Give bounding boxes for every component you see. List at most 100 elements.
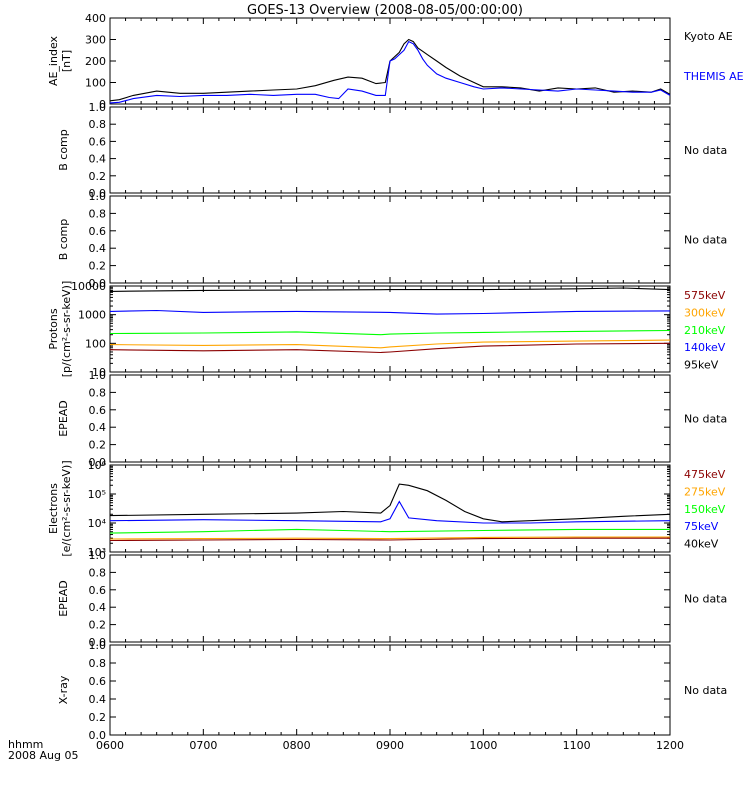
- y-axis-label: B comp: [57, 219, 70, 261]
- x-tick-label: 0900: [376, 739, 404, 752]
- panel-frame: [109, 285, 671, 373]
- legend-entry: 95keV: [684, 359, 719, 372]
- y-tick-label: 0.8: [89, 118, 107, 131]
- legend-entry: 275keV: [684, 485, 726, 498]
- y-tick-label: 0.6: [89, 584, 107, 597]
- y-tick-label: 0.4: [89, 421, 107, 434]
- panel-frame: [109, 374, 671, 463]
- no-data-label: No data: [684, 593, 727, 606]
- y-tick-label: 1.0: [89, 369, 107, 382]
- panel-b1: 0.0 0.2 0.4 0.6 0.8 1.0 B comp No data: [57, 101, 727, 200]
- panel-protons: 10 100 1000 10000 Protons [p/(cm²-s-sr-keV)] 5…: [47, 280, 726, 379]
- panel-epead1: 0.0 0.2 0.4 0.6 0.8 1.0 EPEAD No data: [57, 369, 727, 469]
- legend-entry: THEMIS AE: [683, 70, 744, 83]
- y-tick-label: 10000: [71, 280, 106, 293]
- y-tick-label: 0.0: [89, 187, 107, 200]
- panel-xray: 0.0 0.2 0.4 0.6 0.8 1.0 X-ray No data: [57, 639, 727, 742]
- y-tick-label: 0.2: [89, 711, 107, 724]
- y-tick-label: 0.0: [89, 277, 107, 290]
- figure-title: GOES-13 Overview (2008-08-05/00:00:00): [247, 3, 523, 18]
- y-axis-label: X-ray: [57, 675, 70, 704]
- panel-frame: [109, 106, 671, 194]
- panel-epead2: 0.0 0.2 0.4 0.6 0.8 1.0 EPEAD No data: [57, 549, 727, 649]
- y-tick-label: 300: [85, 34, 106, 47]
- legend-entry: 150keV: [684, 503, 726, 516]
- panel-frame: [109, 195, 671, 284]
- legend-entry: 140keV: [684, 341, 726, 354]
- legend-entry: 300keV: [684, 306, 726, 319]
- y-tick-label: 100: [85, 337, 106, 350]
- series-line: [109, 528, 670, 534]
- legend-entry: 75keV: [684, 520, 719, 533]
- panel-frame: [109, 644, 671, 736]
- y-axis-label: Protons: [47, 308, 60, 349]
- y-tick-label: 0.6: [89, 225, 107, 238]
- panel-electrons: 10³ 10⁴ 10⁵ 10⁶ Electrons [e/(cm²-s-sr-keV)] 4…: [47, 459, 726, 559]
- y-tick-label: 0.0: [89, 456, 107, 469]
- panels-group: 0 100 200 300 400 AE_index [nT] Kyoto AE THEMIS …: [47, 12, 744, 752]
- y-tick-label: 0.2: [89, 170, 107, 183]
- x-tick-label: 0800: [283, 739, 311, 752]
- y-tick-label: 10: [92, 366, 106, 379]
- legend-entry: Kyoto AE: [684, 30, 733, 43]
- series-line: [109, 329, 671, 336]
- y-axis-label: [e/(cm²-s-sr-keV)]: [60, 460, 73, 556]
- y-tick-label: 10³: [88, 546, 106, 559]
- y-tick-label: 0: [99, 98, 106, 111]
- legend-entry: 475keV: [684, 468, 726, 481]
- y-tick-label: 200: [85, 55, 106, 68]
- y-tick-label: 0.8: [89, 207, 107, 220]
- legend-entry: 210keV: [684, 324, 726, 337]
- y-tick-label: 1.0: [89, 101, 107, 114]
- y-tick-label: 0.6: [89, 675, 107, 688]
- series-line: [109, 38, 671, 102]
- y-axis-label: [p/(cm²-s-sr-keV)]: [60, 281, 73, 378]
- no-data-label: No data: [684, 413, 727, 426]
- y-tick-label: 0.4: [89, 693, 107, 706]
- y-tick-label: 0.2: [89, 260, 107, 273]
- panel-ae: 0 100 200 300 400 AE_index [nT] Kyoto AE THEMIS …: [47, 12, 744, 111]
- y-tick-label: 0.8: [89, 386, 107, 399]
- no-data-label: No data: [684, 684, 727, 697]
- y-tick-label: 10⁵: [88, 488, 106, 501]
- x-tick-label: 1200: [656, 739, 684, 752]
- panel-frame: [109, 554, 671, 643]
- y-tick-label: 0.6: [89, 135, 107, 148]
- series-line: [109, 536, 670, 540]
- legend-entry: 40keV: [684, 538, 719, 551]
- no-data-label: No data: [684, 234, 727, 247]
- y-tick-label: 0.2: [89, 439, 107, 452]
- y-tick-label: 0.4: [89, 242, 107, 255]
- y-tick-label: 0.8: [89, 566, 107, 579]
- footer-hhmm: hhmm: [8, 738, 43, 751]
- y-tick-label: 1.0: [89, 549, 107, 562]
- y-tick-label: 400: [85, 12, 106, 25]
- legend-entry: 575keV: [684, 289, 726, 302]
- y-tick-label: 1000: [78, 309, 106, 322]
- y-tick-label: 0.4: [89, 153, 107, 166]
- y-tick-label: 1.0: [89, 190, 107, 203]
- y-axis-label: EPEAD: [57, 580, 70, 617]
- series-line: [109, 500, 671, 524]
- y-tick-label: 0.0: [89, 636, 107, 649]
- y-tick-label: 0.0: [89, 729, 107, 742]
- series-line: [109, 483, 671, 523]
- y-axis-label: [nT]: [60, 50, 73, 72]
- y-axis-label: AE_index: [47, 35, 60, 86]
- x-tick-label: 1000: [469, 739, 497, 752]
- series-line: [109, 537, 670, 542]
- series-line: [109, 287, 671, 292]
- x-tick-label: 0600: [96, 739, 124, 752]
- y-tick-label: 0.4: [89, 601, 107, 614]
- x-tick-label: 0700: [189, 739, 217, 752]
- y-tick-label: 10⁴: [88, 517, 107, 530]
- footer-date: 2008 Aug 05: [8, 749, 78, 762]
- y-axis-label: EPEAD: [57, 400, 70, 437]
- series-line: [109, 339, 671, 349]
- y-axis-label: Electrons: [47, 483, 60, 534]
- y-tick-label: 100: [85, 77, 106, 90]
- y-tick-label: 0.6: [89, 404, 107, 417]
- y-tick-label: 0.8: [89, 657, 107, 670]
